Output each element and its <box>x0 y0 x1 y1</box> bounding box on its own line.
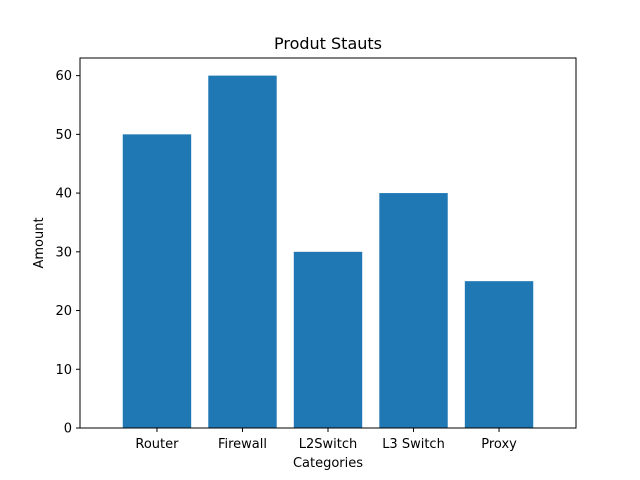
x-axis-ticks: Router Firewall L2Switch L3 Switch Proxy <box>135 428 517 452</box>
y-tick-label: 60 <box>55 69 72 84</box>
bar-firewall <box>208 75 277 428</box>
x-tick-label: L3 Switch <box>382 437 445 452</box>
bar-l2switch <box>293 251 363 428</box>
x-tick-label: Router <box>135 437 179 452</box>
y-tick-label: 30 <box>55 245 72 260</box>
y-tick-label: 40 <box>55 187 72 202</box>
x-axis-label: Categories <box>293 456 363 471</box>
bar-router <box>122 134 192 428</box>
y-axis-ticks: 0 10 20 30 40 50 60 <box>55 69 80 437</box>
bar-proxy <box>464 281 534 428</box>
y-tick-label: 50 <box>55 128 72 143</box>
x-tick-label: Firewall <box>218 437 267 452</box>
y-tick-label: 10 <box>55 363 72 378</box>
y-tick-label: 20 <box>55 304 72 319</box>
x-tick-label: L2Switch <box>299 437 358 452</box>
x-tick-label: Proxy <box>481 437 517 452</box>
y-axis-label: Amount <box>32 217 47 268</box>
bars-layer <box>122 75 534 428</box>
chart-title: Produt Stauts <box>274 34 382 53</box>
bar-l3-switch <box>379 193 448 428</box>
y-tick-label: 0 <box>64 422 72 437</box>
plot-frame <box>79 57 577 429</box>
